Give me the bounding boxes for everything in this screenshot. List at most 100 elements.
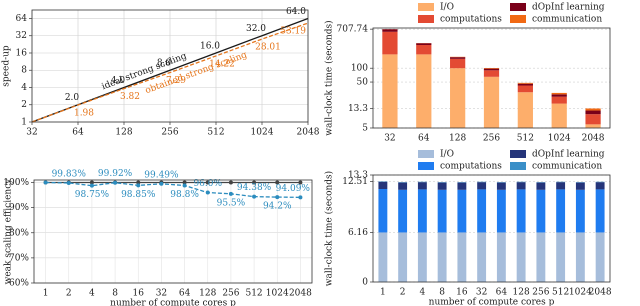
bar-segment	[450, 57, 466, 59]
data-label: 7.29	[166, 76, 186, 86]
data-label: 94.2%	[263, 202, 292, 212]
bar-segment	[382, 31, 398, 55]
legend-swatch	[418, 162, 434, 170]
bar-segment	[595, 189, 605, 233]
bar-segment	[496, 232, 506, 282]
legend-swatch	[418, 3, 434, 11]
x-tick-label: 1024	[266, 289, 289, 299]
plot-frame	[33, 179, 313, 284]
y-tick-label: 1	[21, 118, 27, 128]
point	[228, 180, 233, 185]
data-label: 99.49%	[144, 170, 179, 180]
x-tick-label: 1024	[548, 134, 571, 144]
data-label: 94.09%	[276, 184, 311, 194]
y-tick-label: 60%	[9, 279, 29, 289]
y-axis-label: wall-clock time (seconds)	[324, 171, 335, 286]
point	[205, 180, 210, 185]
y-tick-label: 6.16	[348, 228, 368, 238]
plot-frame	[31, 9, 309, 123]
bar-segment	[437, 189, 447, 233]
x-tick-label: 16	[456, 288, 468, 298]
point	[252, 194, 257, 199]
bar-segment	[517, 83, 533, 86]
bar-segment	[483, 76, 500, 128]
x-tick-label: 2048	[582, 134, 605, 144]
data-label: 96.0%	[193, 179, 222, 189]
data-label: 98.8%	[170, 190, 199, 200]
y-tick-label: 4	[21, 83, 27, 93]
data-label: 1.98	[74, 108, 94, 118]
x-tick-label: 256	[222, 289, 239, 299]
bar-segment	[437, 232, 447, 282]
bar-segment	[416, 44, 432, 55]
bar-segment	[457, 189, 467, 233]
point	[298, 180, 303, 185]
data-label: 14.22	[209, 59, 235, 69]
x-axis-label: number of compute cores p	[429, 298, 555, 306]
y-tick-label: 64	[16, 14, 28, 24]
legend-label: computations	[440, 162, 502, 172]
bar-segment	[416, 54, 432, 128]
bar-segment	[477, 232, 487, 282]
bar-segment	[551, 92, 567, 95]
y-tick-label: 50	[357, 78, 369, 88]
bar-segment	[382, 54, 398, 128]
bar-segment	[483, 68, 500, 69]
y-axis-label: weak scaling efficiency	[4, 178, 14, 285]
y-tick-label: 707.74	[337, 25, 369, 35]
point	[205, 190, 210, 195]
legend-label: communication	[532, 162, 602, 172]
bar-segment	[575, 182, 585, 190]
point	[89, 183, 94, 188]
x-tick-label: 32	[476, 288, 487, 298]
x-tick-label: 1024	[569, 288, 592, 298]
legend-swatch	[418, 150, 434, 158]
x-tick-label: 32	[156, 289, 167, 299]
x-tick-label: 256	[161, 128, 178, 138]
series-line	[45, 181, 301, 199]
point	[89, 180, 94, 185]
bar-segment	[437, 182, 447, 190]
legend-swatch	[510, 3, 526, 11]
bar-segment	[398, 189, 408, 233]
x-tick-label: 2048	[589, 288, 612, 298]
bar-segment	[417, 232, 427, 282]
legend-label: dOpInf learning	[532, 3, 605, 13]
data-label: 8.0	[157, 59, 172, 69]
bar-segment	[417, 182, 427, 190]
legend-label: dOpInf learning	[532, 150, 605, 160]
y-tick-label: 13.3	[348, 171, 368, 181]
x-tick-label: 128	[115, 128, 132, 138]
bar-segment	[516, 232, 526, 282]
bar-segment	[398, 182, 408, 190]
point	[298, 195, 303, 200]
bar-segment	[595, 182, 605, 190]
bar-segment	[551, 96, 567, 104]
x-tick-label: 64	[496, 288, 508, 298]
point	[136, 180, 141, 185]
x-tick-label: 256	[483, 134, 500, 144]
point	[136, 183, 141, 188]
y-tick-label: 70%	[9, 253, 29, 263]
bar-segment	[556, 189, 566, 233]
bar-segment	[382, 29, 398, 32]
x-tick-label: 128	[449, 134, 466, 144]
point	[113, 180, 118, 185]
y-axis-label: speed-up	[2, 45, 12, 87]
bar-segment	[457, 232, 467, 282]
legend-label: computations	[440, 15, 502, 25]
point	[182, 183, 187, 188]
data-label: 99.92%	[98, 169, 133, 179]
y-tick-label: 80%	[9, 228, 29, 238]
y-tick-label: 5	[362, 124, 368, 134]
point	[275, 180, 280, 185]
bar-segment	[517, 92, 533, 128]
point	[43, 180, 48, 185]
x-tick-label: 2	[66, 289, 72, 299]
bar-segment	[595, 232, 605, 282]
y-tick-label: 0	[362, 278, 368, 288]
point	[66, 180, 71, 185]
legend-swatch	[510, 15, 526, 23]
y-tick-label: 13.3	[348, 104, 368, 114]
y-tick-label: 32	[16, 31, 27, 41]
